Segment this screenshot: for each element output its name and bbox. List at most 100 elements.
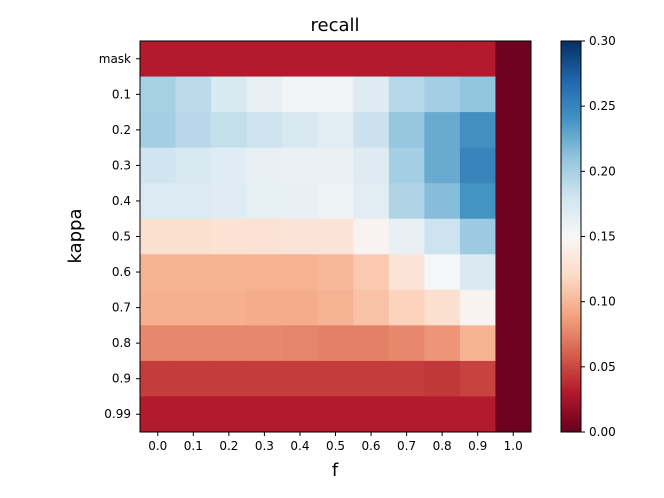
heatmap-cell — [246, 218, 283, 255]
x-tick-label: 0.9 — [468, 439, 487, 453]
heatmap-cell — [459, 147, 496, 184]
heatmap-cell — [246, 76, 283, 113]
y-axis-label: kappa — [65, 208, 86, 263]
chart-title: recall — [310, 15, 359, 36]
heatmap-cell — [353, 218, 390, 255]
heatmap-cell — [495, 183, 532, 220]
heatmap-cell — [282, 254, 319, 291]
x-tick-label: 0.8 — [433, 439, 452, 453]
heatmap-cell — [424, 183, 461, 220]
heatmap-cell — [175, 360, 212, 397]
x-axis-label: f — [332, 460, 339, 481]
heatmap-cell — [424, 218, 461, 255]
heatmap-cell — [388, 41, 425, 77]
heatmap-cell — [140, 360, 176, 397]
y-tick-label: 0.7 — [112, 301, 131, 315]
heatmap-cell — [317, 183, 354, 220]
heatmap-cell — [282, 218, 319, 255]
x-tick-label: 0.5 — [326, 439, 345, 453]
y-tick-label: 0.3 — [112, 158, 131, 172]
heatmap-cell — [353, 254, 390, 291]
heatmap-cell — [388, 396, 425, 433]
heatmap-cell — [459, 325, 496, 362]
y-tick-label: 0.5 — [112, 230, 131, 244]
heatmap-cell — [175, 325, 212, 362]
heatmap-cell — [246, 112, 283, 149]
heatmap-cell — [424, 360, 461, 397]
colorbar — [560, 40, 582, 433]
heatmap-cell — [353, 112, 390, 149]
x-tick-label: 0.2 — [219, 439, 238, 453]
heatmap-cell — [459, 76, 496, 113]
heatmap-cell — [246, 325, 283, 362]
heatmap-cell — [211, 41, 248, 77]
heatmap-cell — [424, 41, 461, 77]
heatmap-cell — [211, 76, 248, 113]
heatmap-cell — [140, 289, 176, 326]
heatmap-cell — [495, 41, 532, 77]
heatmap-cell — [175, 396, 212, 433]
heatmap-cell — [459, 218, 496, 255]
y-axis-ticks: mask 0.1 0.2 0.3 0.4 0.5 0.6 0.7 0.8 0.9 0.99 — [99, 52, 140, 421]
heatmap-cell — [175, 112, 212, 149]
colorbar-tick-label: 0.30 — [589, 34, 616, 48]
y-tick-label: 0.8 — [112, 336, 131, 350]
heatmap-cell — [140, 396, 176, 433]
heatmap-cell — [317, 396, 354, 433]
heatmap-cell — [317, 289, 354, 326]
heatmap-cell — [388, 360, 425, 397]
heatmap-cell — [246, 360, 283, 397]
heatmap-cell — [495, 396, 532, 433]
y-tick-label: mask — [99, 52, 131, 66]
heatmap-cell — [140, 325, 176, 362]
heatmap-cell — [388, 112, 425, 149]
heatmap-cell — [495, 289, 532, 326]
x-tick-label: 0.0 — [148, 439, 167, 453]
heatmap-cell — [317, 325, 354, 362]
heatmap-cell — [388, 76, 425, 113]
heatmap-cells — [140, 41, 532, 433]
y-tick-label: 0.9 — [112, 372, 131, 386]
x-tick-label: 0.4 — [290, 439, 309, 453]
heatmap-cell — [175, 254, 212, 291]
heatmap-cell — [459, 41, 496, 77]
heatmap-cell — [388, 254, 425, 291]
heatmap-cell — [495, 325, 532, 362]
heatmap-cell — [211, 218, 248, 255]
heatmap-cell — [282, 360, 319, 397]
heatmap-cell — [140, 41, 176, 77]
heatmap-cell — [353, 360, 390, 397]
heatmap-cell — [459, 360, 496, 397]
heatmap-cell — [211, 183, 248, 220]
colorbar-tick-label: 0.25 — [589, 99, 616, 113]
heatmap-cell — [282, 76, 319, 113]
heatmap-cell — [175, 147, 212, 184]
x-tick-label: 0.3 — [255, 439, 274, 453]
x-tick-label: 1.0 — [504, 439, 523, 453]
heatmap-cell — [353, 396, 390, 433]
heatmap-cell — [424, 112, 461, 149]
heatmap-cell — [140, 183, 176, 220]
heatmap-cell — [459, 396, 496, 433]
heatmap-cell — [282, 112, 319, 149]
heatmap-cell — [317, 41, 354, 77]
x-axis-ticks: 0.0 0.1 0.2 0.3 0.4 0.5 0.6 0.7 0.8 0.9 1.0 — [148, 432, 523, 453]
heatmap-cell — [175, 289, 212, 326]
heatmap-cell — [353, 41, 390, 77]
heatmap-cell — [246, 147, 283, 184]
heatmap-cell — [140, 147, 176, 184]
heatmap-cell — [424, 147, 461, 184]
y-tick-label: 0.2 — [112, 123, 131, 137]
y-tick-label: 0.99 — [104, 407, 131, 421]
heatmap-cell — [175, 76, 212, 113]
heatmap-cell — [211, 289, 248, 326]
heatmap-cell — [317, 254, 354, 291]
heatmap-cell — [388, 289, 425, 326]
heatmap-cell — [211, 360, 248, 397]
colorbar-tick-label: 0.15 — [589, 230, 616, 244]
heatmap-cell — [495, 76, 532, 113]
heatmap-cell — [317, 360, 354, 397]
heatmap-cell — [140, 218, 176, 255]
heatmap-cell — [317, 218, 354, 255]
x-tick-label: 0.6 — [361, 439, 380, 453]
